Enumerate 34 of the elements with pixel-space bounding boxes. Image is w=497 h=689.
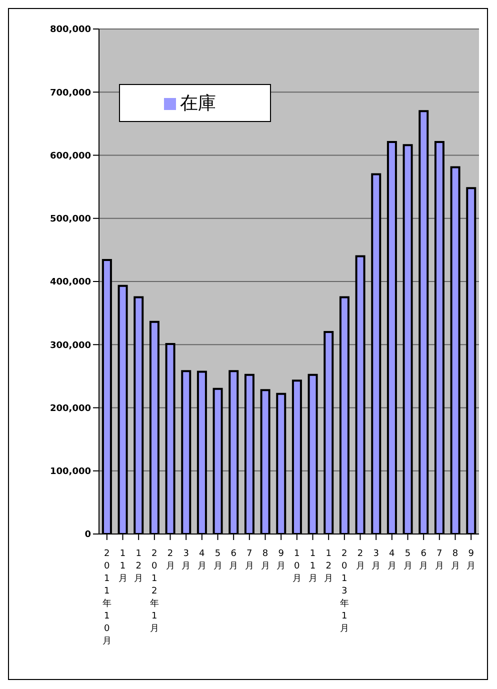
x-tick-label: 3月 [182, 549, 191, 572]
x-tick-label: 2011年10月 [102, 549, 112, 646]
y-tick-label: 600,000 [50, 151, 91, 162]
y-tick-label: 200,000 [50, 404, 91, 414]
y-tick-label: 100,000 [50, 467, 91, 478]
x-tick-label: 4月 [197, 549, 206, 572]
x-tick-label: 9月 [276, 549, 286, 572]
x-tick-label: 11月 [118, 549, 128, 584]
y-tick-label: 400,000 [50, 278, 91, 288]
x-tick-label: 2013年1月 [340, 549, 349, 634]
x-tick-label: 10月 [292, 549, 302, 584]
x-tick-label: 9月 [466, 549, 476, 572]
x-tick-label: 11月 [308, 549, 318, 584]
x-tick-label: 3月 [372, 549, 381, 572]
y-tick-label: 0 [84, 530, 91, 540]
y-tick-label: 500,000 [50, 214, 91, 225]
x-tick-label: 12月 [324, 549, 334, 584]
x-tick-label: 5月 [213, 549, 222, 572]
x-tick-label: 12月 [134, 549, 144, 584]
legend-label: 在庫 [180, 93, 216, 114]
x-tick-label: 2012年1月 [150, 549, 159, 634]
x-tick-label: 5月 [403, 549, 412, 572]
x-tick-label: 8月 [450, 549, 460, 572]
x-tick-label: 2月 [356, 549, 365, 572]
x-tick-label: 6月 [419, 549, 428, 572]
x-tick-label: 7月 [244, 549, 254, 572]
y-tick-label: 700,000 [50, 88, 91, 98]
y-tick-label: 800,000 [50, 25, 91, 36]
x-tick-label: 8月 [260, 549, 270, 572]
x-tick-label: 6月 [229, 549, 238, 572]
y-tick-label: 300,000 [50, 340, 91, 351]
x-tick-label: 2月 [166, 549, 175, 572]
x-tick-label: 4月 [387, 549, 396, 572]
x-tick-label: 7月 [434, 549, 444, 572]
